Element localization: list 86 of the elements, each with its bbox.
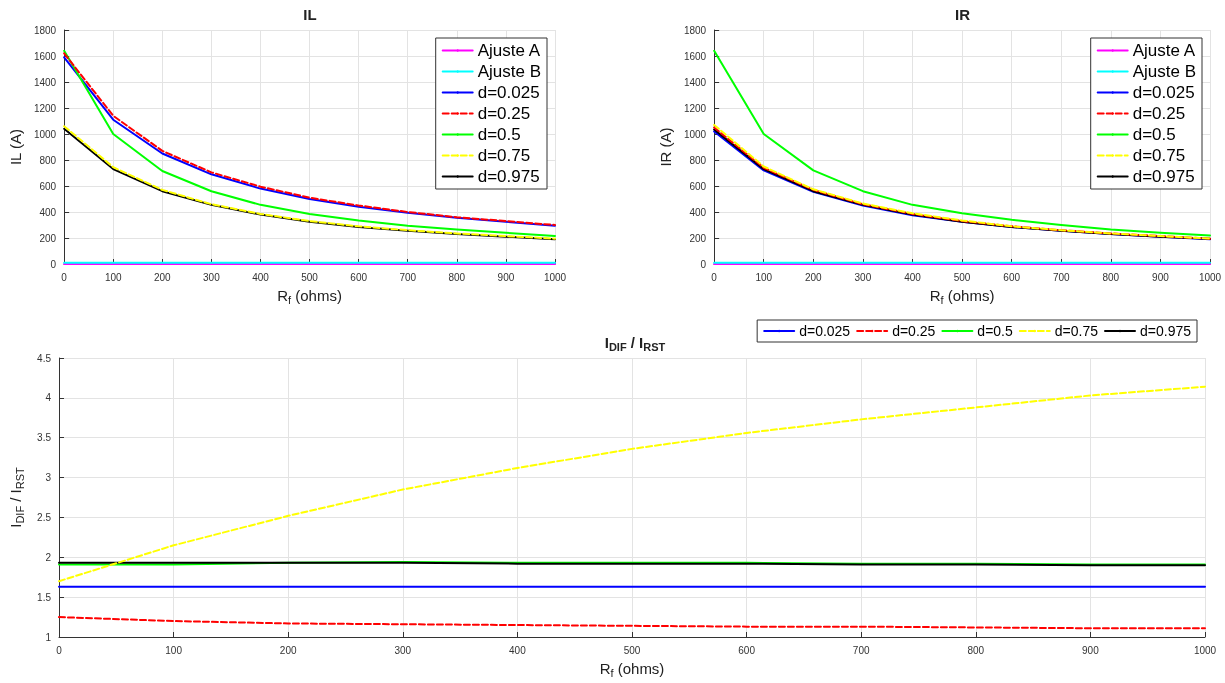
x-tick-label: 900 [1082, 644, 1100, 656]
y-tick-label: 1600 [683, 50, 707, 62]
y-tick-label: 4 [45, 392, 52, 404]
y-tick-label: 1400 [683, 76, 707, 88]
legend-label: d=0.25 [477, 104, 531, 123]
x-tick-label: 0 [711, 271, 718, 283]
y-tick-label: 200 [39, 232, 57, 244]
y-tick-label: 600 [689, 180, 707, 192]
y-tick-label: 1000 [33, 128, 57, 140]
x-tick-label: 1000 [543, 271, 567, 283]
legend-label: Ajuste A [477, 41, 541, 60]
y-tick-label: 200 [689, 232, 707, 244]
y-axis-title: IR (A) [657, 127, 674, 167]
y-tick-label: 1.5 [37, 591, 52, 603]
legend-label: d=0.75 [1054, 323, 1099, 339]
legend-label: d=0.975 [477, 167, 540, 186]
chart-title: IR [955, 6, 971, 23]
x-tick-label: 500 [953, 271, 971, 283]
y-tick-label: 1200 [683, 102, 707, 114]
y-tick-label: 1800 [33, 24, 57, 36]
legend-label: d=0.025 [477, 83, 540, 102]
x-tick-label: 100 [165, 644, 183, 656]
legend-label: Ajuste B [477, 62, 541, 81]
x-tick-label: 0 [61, 271, 68, 283]
y-tick-label: 800 [689, 154, 707, 166]
y-tick-label: 1600 [33, 50, 57, 62]
x-tick-label: 400 [904, 271, 922, 283]
x-tick-label: 200 [804, 271, 823, 283]
x-tick-label: 800 [967, 644, 985, 656]
legend-label: d=0.975 [1140, 323, 1192, 339]
legend-label: d=0.5 [977, 323, 1014, 339]
x-tick-label: 600 [350, 271, 368, 283]
legend-label: d=0.5 [1132, 125, 1176, 144]
y-axis-title: IL (A) [7, 128, 24, 166]
y-tick-label: 400 [689, 206, 707, 218]
y-tick-label: 4.5 [37, 352, 52, 364]
legend-label: Ajuste A [1132, 41, 1196, 60]
x-tick-label: 900 [1152, 271, 1170, 283]
x-tick-label: 600 [1003, 271, 1021, 283]
x-tick-label: 400 [509, 644, 527, 656]
y-tick-label: 3 [45, 472, 52, 484]
x-tick-label: 300 [854, 271, 872, 283]
legend-label: d=0.25 [892, 323, 936, 339]
line-series [58, 385, 1206, 583]
y-tick-label: 800 [39, 154, 57, 166]
y-tick-label: 600 [39, 180, 57, 192]
legend-label: d=0.25 [1132, 104, 1186, 123]
legend-label: d=0.025 [1132, 83, 1195, 102]
y-tick-label: 3.5 [37, 432, 52, 444]
y-tick-label: 2.5 [37, 511, 52, 523]
x-tick-label: 700 [852, 644, 870, 656]
legend-label: Ajuste B [1132, 62, 1196, 81]
x-tick-label: 800 [448, 271, 466, 283]
x-tick-label: 800 [1102, 271, 1120, 283]
y-tick-label: 1 [45, 631, 52, 643]
x-tick-label: 300 [203, 271, 221, 283]
legend-label: d=0.5 [477, 125, 521, 144]
x-tick-label: 700 [1052, 271, 1071, 283]
y-tick-label: 400 [39, 206, 57, 218]
x-tick-label: 900 [497, 271, 515, 283]
y-tick-label: 0 [50, 258, 57, 270]
x-tick-label: 200 [153, 271, 172, 283]
legend-label: d=0.025 [799, 323, 851, 339]
legend-label: d=0.975 [1132, 167, 1195, 186]
x-tick-label: 500 [623, 644, 641, 656]
y-tick-label: 2 [45, 551, 52, 563]
x-tick-label: 500 [301, 271, 319, 283]
chart-title: IL [303, 6, 317, 23]
x-tick-label: 100 [104, 271, 123, 283]
x-tick-label: 400 [252, 271, 270, 283]
y-tick-label: 1800 [683, 24, 707, 36]
legend-label: d=0.75 [477, 146, 531, 165]
x-tick-label: 1000 [1193, 644, 1217, 656]
x-tick-label: 200 [279, 644, 297, 656]
x-tick-label: 1000 [1198, 271, 1222, 283]
y-tick-label: 0 [700, 258, 707, 270]
y-axis-title: IDIF / IRST [7, 466, 26, 528]
x-tick-label: 600 [738, 644, 756, 656]
x-tick-label: 700 [399, 271, 417, 283]
line-series [58, 616, 1206, 630]
y-tick-label: 1000 [683, 128, 707, 140]
x-tick-label: 100 [755, 271, 773, 283]
y-tick-label: 1200 [33, 102, 57, 114]
legend-label: d=0.75 [1132, 146, 1186, 165]
x-tick-label: 300 [394, 644, 412, 656]
y-tick-label: 1400 [33, 76, 57, 88]
